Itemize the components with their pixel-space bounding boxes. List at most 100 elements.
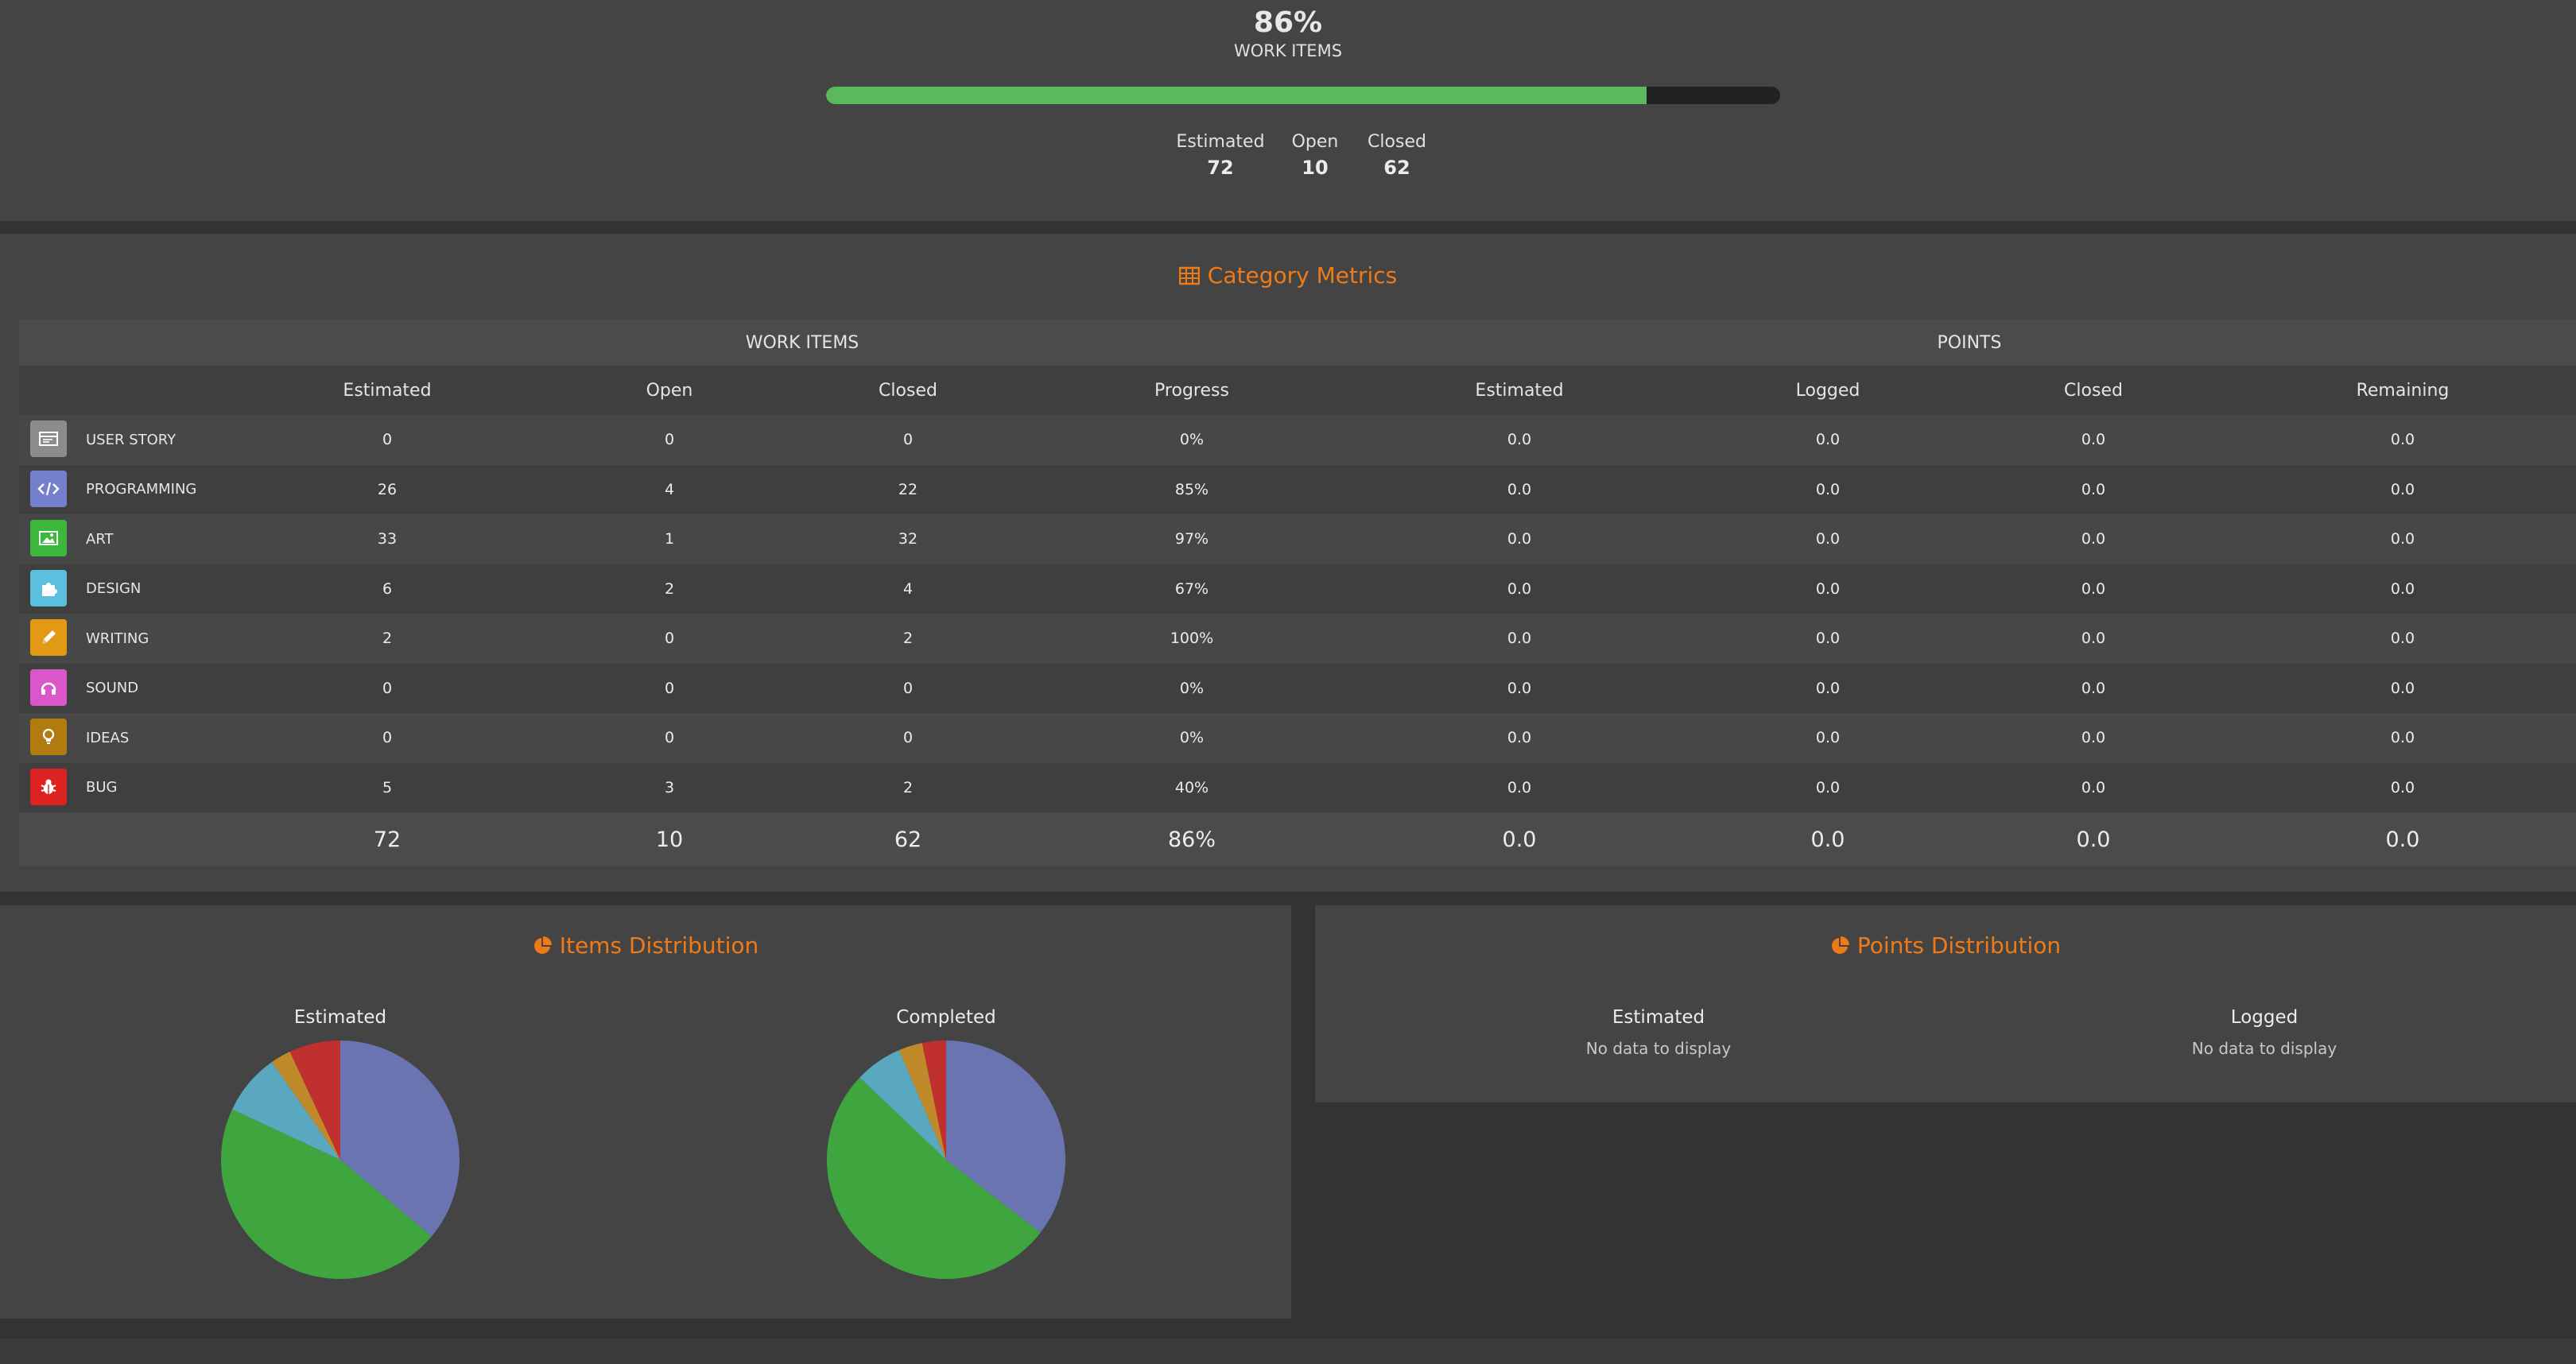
stat-estimated: Estimated 72 <box>1173 132 1268 179</box>
col-points-remaining-value: 0.0 <box>2390 431 2415 449</box>
col-points-remaining-header: Remaining <box>2356 380 2450 401</box>
col-points-remaining-value: 0.0 <box>2390 778 2415 796</box>
pie-slice-writing[interactable] <box>898 1043 946 1160</box>
col-estimated-value: 5 <box>382 778 393 796</box>
table-group-header: WORK ITEMS POINTS <box>19 320 2576 366</box>
stat-value: 62 <box>1383 157 1410 179</box>
col-progress-value: 100% <box>1170 630 1214 648</box>
overall-progress-percent: 86% <box>1253 6 1323 39</box>
col-progress-header: Progress <box>1154 380 1229 401</box>
col-points-logged-value: 0.0 <box>1815 729 1841 747</box>
work-items-label: WORK ITEMS <box>1233 41 1343 60</box>
col-progress-value: 40% <box>1174 778 1209 796</box>
col-estimated-header: Estimated <box>343 380 432 401</box>
pie-slice-art[interactable] <box>827 1077 1041 1279</box>
col-estimated-total: 72 <box>373 827 402 852</box>
puzzle-icon <box>30 569 67 606</box>
col-closed-value: 22 <box>898 480 918 498</box>
col-points-closed-value: 0.0 <box>2081 431 2106 449</box>
overall-progress-bar <box>826 87 1780 104</box>
pie-slice-bug[interactable] <box>921 1040 946 1160</box>
pie-slice-programming[interactable] <box>946 1040 1065 1233</box>
points-distribution-title: Points Distribution <box>1856 932 2062 959</box>
table-row: DESIGN 6 2 4 67% 0.0 0.0 0.0 0.0 <box>19 564 2576 614</box>
col-open-value: 1 <box>664 530 675 548</box>
pie-slice-design[interactable] <box>859 1050 946 1160</box>
pie-chart-icon <box>533 935 552 961</box>
col-progress-value: 67% <box>1174 579 1209 598</box>
col-points-closed-value: 0.0 <box>2081 579 2106 598</box>
table-row: ART 33 1 32 97% 0.0 0.0 0.0 0.0 <box>19 514 2576 564</box>
stat-label: Closed <box>1368 132 1426 152</box>
col-open-value: 3 <box>664 778 675 796</box>
bottom-panel-edge <box>0 1339 2576 1364</box>
category-name: PROGRAMMING <box>86 481 197 498</box>
col-closed-total: 62 <box>894 827 922 852</box>
bug-icon <box>30 768 67 805</box>
progress-bar-fill <box>826 87 1647 104</box>
col-points-estimated-header: Estimated <box>1475 380 1564 401</box>
col-points-remaining-value: 0.0 <box>2390 679 2415 697</box>
pencil-icon <box>30 619 67 656</box>
pie-slice-writing[interactable] <box>271 1052 340 1160</box>
col-points-logged-value: 0.0 <box>1815 778 1841 796</box>
col-points-closed-total: 0.0 <box>2076 827 2111 852</box>
pie-slice-art[interactable] <box>220 1109 432 1280</box>
items-distribution-panel: Items Distribution Estimated Completed <box>0 905 1291 1319</box>
col-estimated-value: 2 <box>382 630 393 648</box>
pie-slice-design[interactable] <box>232 1062 340 1160</box>
estimated-pie-label: Estimated <box>293 1007 387 1028</box>
group-work-items: WORK ITEMS <box>745 332 859 353</box>
col-estimated-value: 0 <box>382 431 393 449</box>
table-row: WRITING 2 0 2 100% 0.0 0.0 0.0 0.0 <box>19 614 2576 664</box>
points-distribution-heading: Points Distribution <box>1315 932 2576 961</box>
pie-chart-icon <box>1830 935 1849 961</box>
stat-closed: Closed 62 <box>1361 132 1433 179</box>
col-closed-value: 2 <box>902 778 914 796</box>
stat-value: 72 <box>1207 157 1234 179</box>
col-points-closed-value: 0.0 <box>2081 530 2106 548</box>
col-points-estimated-value: 0.0 <box>1507 630 1532 648</box>
col-points-estimated-value: 0.0 <box>1507 530 1532 548</box>
col-open-value: 4 <box>664 480 675 498</box>
col-closed-value: 0 <box>902 729 914 747</box>
col-points-logged-total: 0.0 <box>1810 827 1845 852</box>
table-row: USER STORY 0 0 0 0% 0.0 0.0 0.0 0.0 <box>19 415 2576 465</box>
col-points-closed-value: 0.0 <box>2081 679 2106 697</box>
group-points: POINTS <box>1937 332 2002 353</box>
col-estimated-value: 6 <box>382 579 393 598</box>
col-points-remaining-total: 0.0 <box>2385 827 2420 852</box>
table-row: SOUND 0 0 0 0% 0.0 0.0 0.0 0.0 <box>19 663 2576 713</box>
col-points-remaining-value: 0.0 <box>2390 579 2415 598</box>
category-name: BUG <box>86 779 118 796</box>
col-points-remaining-value: 0.0 <box>2390 729 2415 747</box>
category-name: IDEAS <box>86 729 130 746</box>
col-open-value: 0 <box>664 729 675 747</box>
col-points-estimated-total: 0.0 <box>1502 827 1537 852</box>
table-totals-row: 72 10 62 86% 0.0 0.0 0.0 0.0 <box>19 812 2576 866</box>
code-icon <box>30 470 67 507</box>
col-points-logged-value: 0.0 <box>1815 579 1841 598</box>
pie-slice-bug[interactable] <box>289 1040 340 1160</box>
col-progress-value: 0% <box>1179 729 1205 747</box>
table-column-header: Estimated Open Closed Progress Estimated Logg… <box>19 366 2576 415</box>
col-open-value: 0 <box>664 630 675 648</box>
stat-label: Estimated <box>1176 132 1265 152</box>
pie-slice-programming[interactable] <box>340 1040 460 1237</box>
col-points-logged-value: 0.0 <box>1815 630 1841 648</box>
col-points-logged-value: 0.0 <box>1815 679 1841 697</box>
image-icon <box>30 520 67 556</box>
category-name: WRITING <box>86 630 149 647</box>
points-estimated-no-data: No data to display <box>1585 1039 1732 1058</box>
col-points-closed-value: 0.0 <box>2081 729 2106 747</box>
col-points-estimated-value: 0.0 <box>1507 679 1532 697</box>
category-name: USER STORY <box>86 431 177 448</box>
col-points-estimated-value: 0.0 <box>1507 431 1532 449</box>
col-progress-value: 0% <box>1179 679 1205 697</box>
headphones-icon <box>30 668 67 706</box>
category-name: DESIGN <box>86 580 142 598</box>
stat-value: 10 <box>1302 157 1329 179</box>
col-progress-value: 85% <box>1174 480 1209 498</box>
points-logged-no-data: No data to display <box>2191 1039 2337 1058</box>
col-points-closed-value: 0.0 <box>2081 630 2106 648</box>
